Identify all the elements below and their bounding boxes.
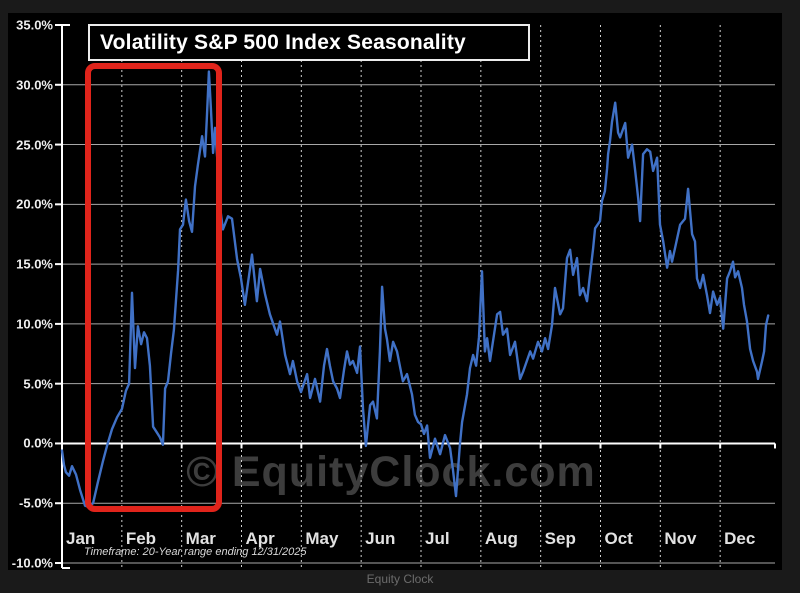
jan-mar-highlight-box [85, 63, 222, 512]
month-label: Nov [664, 529, 697, 548]
y-tick-label: 20.0% [16, 196, 53, 212]
chart-background [8, 13, 782, 570]
month-label: Apr [245, 529, 275, 548]
month-label: Feb [125, 529, 157, 548]
y-tick-label: 10.0% [16, 316, 53, 332]
month-label: Mar [185, 529, 216, 548]
watermark: © EquityClock.com [186, 448, 596, 496]
seasonality-line [60, 70, 770, 508]
y-tick-label: 5.0% [23, 376, 53, 392]
y-tick-label: -5.0% [19, 495, 53, 511]
chart-title-box: Volatility S&P 500 Index Seasonality [88, 24, 530, 61]
chart-title: Volatility S&P 500 Index Seasonality [100, 30, 466, 54]
footer-brand: Equity Clock [366, 572, 434, 586]
month-label: Jul [425, 529, 450, 548]
month-label: Jan [66, 529, 96, 548]
y-tick-label: 15.0% [16, 256, 53, 272]
month-label: May [305, 529, 339, 548]
timeframe-note: Timeframe: 20-Year range ending 12/31/20… [84, 546, 307, 558]
month-label: Dec [724, 529, 756, 548]
month-label: Sep [544, 529, 576, 548]
y-tick-label: 35.0% [16, 17, 53, 33]
y-tick-label: 30.0% [16, 77, 53, 93]
month-label: Jun [365, 529, 396, 548]
y-tick-label: 25.0% [16, 137, 53, 153]
month-label: Aug [484, 529, 518, 548]
month-label: Oct [604, 529, 633, 548]
footer-bar: Equity Clock [0, 570, 800, 593]
y-tick-label: 0.0% [23, 435, 53, 451]
y-tick-label: -10.0% [11, 555, 53, 571]
